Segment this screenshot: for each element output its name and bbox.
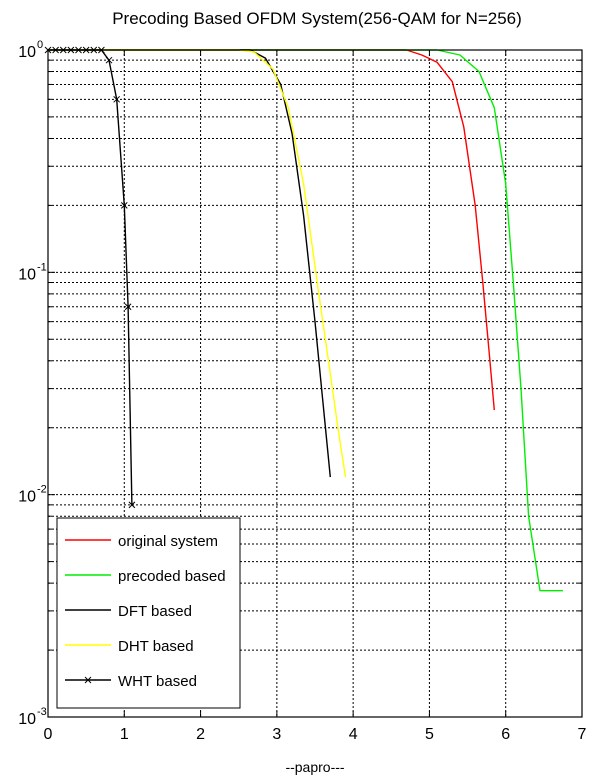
y-tick-label-exponent: 0 — [37, 39, 43, 51]
y-tick-label: 10 -3 — [18, 706, 47, 728]
marker-stroke — [120, 202, 128, 209]
y-tick-label: 10 0 — [18, 39, 43, 61]
series-marker-wht-based — [128, 501, 136, 509]
x-tick-label: 1 — [120, 726, 129, 743]
legend-item-dht-based: DHT based — [65, 638, 194, 655]
y-tick-label: 10 -1 — [18, 261, 47, 283]
legend-box — [56, 517, 241, 709]
legend-marker — [84, 676, 92, 684]
legend-label: original system — [118, 533, 218, 550]
x-tick-label: 7 — [578, 726, 587, 743]
legend-item-precoded-based: precoded based — [65, 568, 226, 585]
y-tick-label-base: 10 — [18, 266, 36, 283]
marker-stroke — [105, 56, 113, 64]
y-tick-label: 10 -2 — [18, 484, 47, 506]
series-marker-wht-based — [113, 95, 121, 103]
marker-stroke — [124, 303, 132, 311]
series-line-dht-based — [48, 49, 347, 478]
series-marker-wht-based — [105, 56, 113, 64]
y-tick-label-exponent: -3 — [37, 706, 47, 718]
series-marker-wht-based — [124, 303, 132, 311]
chart-title: Precoding Based OFDM System(256-QAM for … — [112, 9, 522, 28]
plot-frame — [47, 49, 583, 718]
x-tick-label: 4 — [349, 726, 358, 743]
y-tick-label-exponent: -2 — [37, 484, 47, 496]
legend-label: precoded based — [118, 568, 226, 585]
marker-stroke — [113, 95, 121, 103]
x-tick-label: 2 — [196, 726, 205, 743]
y-tick-label-exponent: -1 — [37, 261, 47, 273]
series-line-original-system — [48, 49, 495, 411]
y-tick-label-base: 10 — [18, 711, 36, 728]
series-line-precoded-based — [48, 49, 563, 592]
series-marker-wht-based — [120, 202, 128, 209]
x-tick-label: 5 — [425, 726, 434, 743]
y-tick-label-base: 10 — [18, 489, 36, 506]
legend-label: WHT based — [118, 673, 197, 690]
legend-item-dft-based: DFT based — [65, 603, 192, 620]
legend-item-wht-based: WHT based — [65, 673, 197, 690]
x-axis-label: --papro--- — [285, 759, 344, 775]
x-tick-label: 3 — [272, 726, 281, 743]
y-tick-label-base: 10 — [18, 44, 36, 61]
legend-item-original-system: original system — [65, 533, 218, 550]
legend-label: DFT based — [118, 603, 192, 620]
x-tick-label: 0 — [44, 726, 53, 743]
legend-label: DHT based — [118, 638, 194, 655]
legend: original system precoded based DFT based DH… — [56, 517, 241, 709]
marker-stroke — [128, 501, 136, 509]
x-tick-label: 6 — [501, 726, 510, 743]
